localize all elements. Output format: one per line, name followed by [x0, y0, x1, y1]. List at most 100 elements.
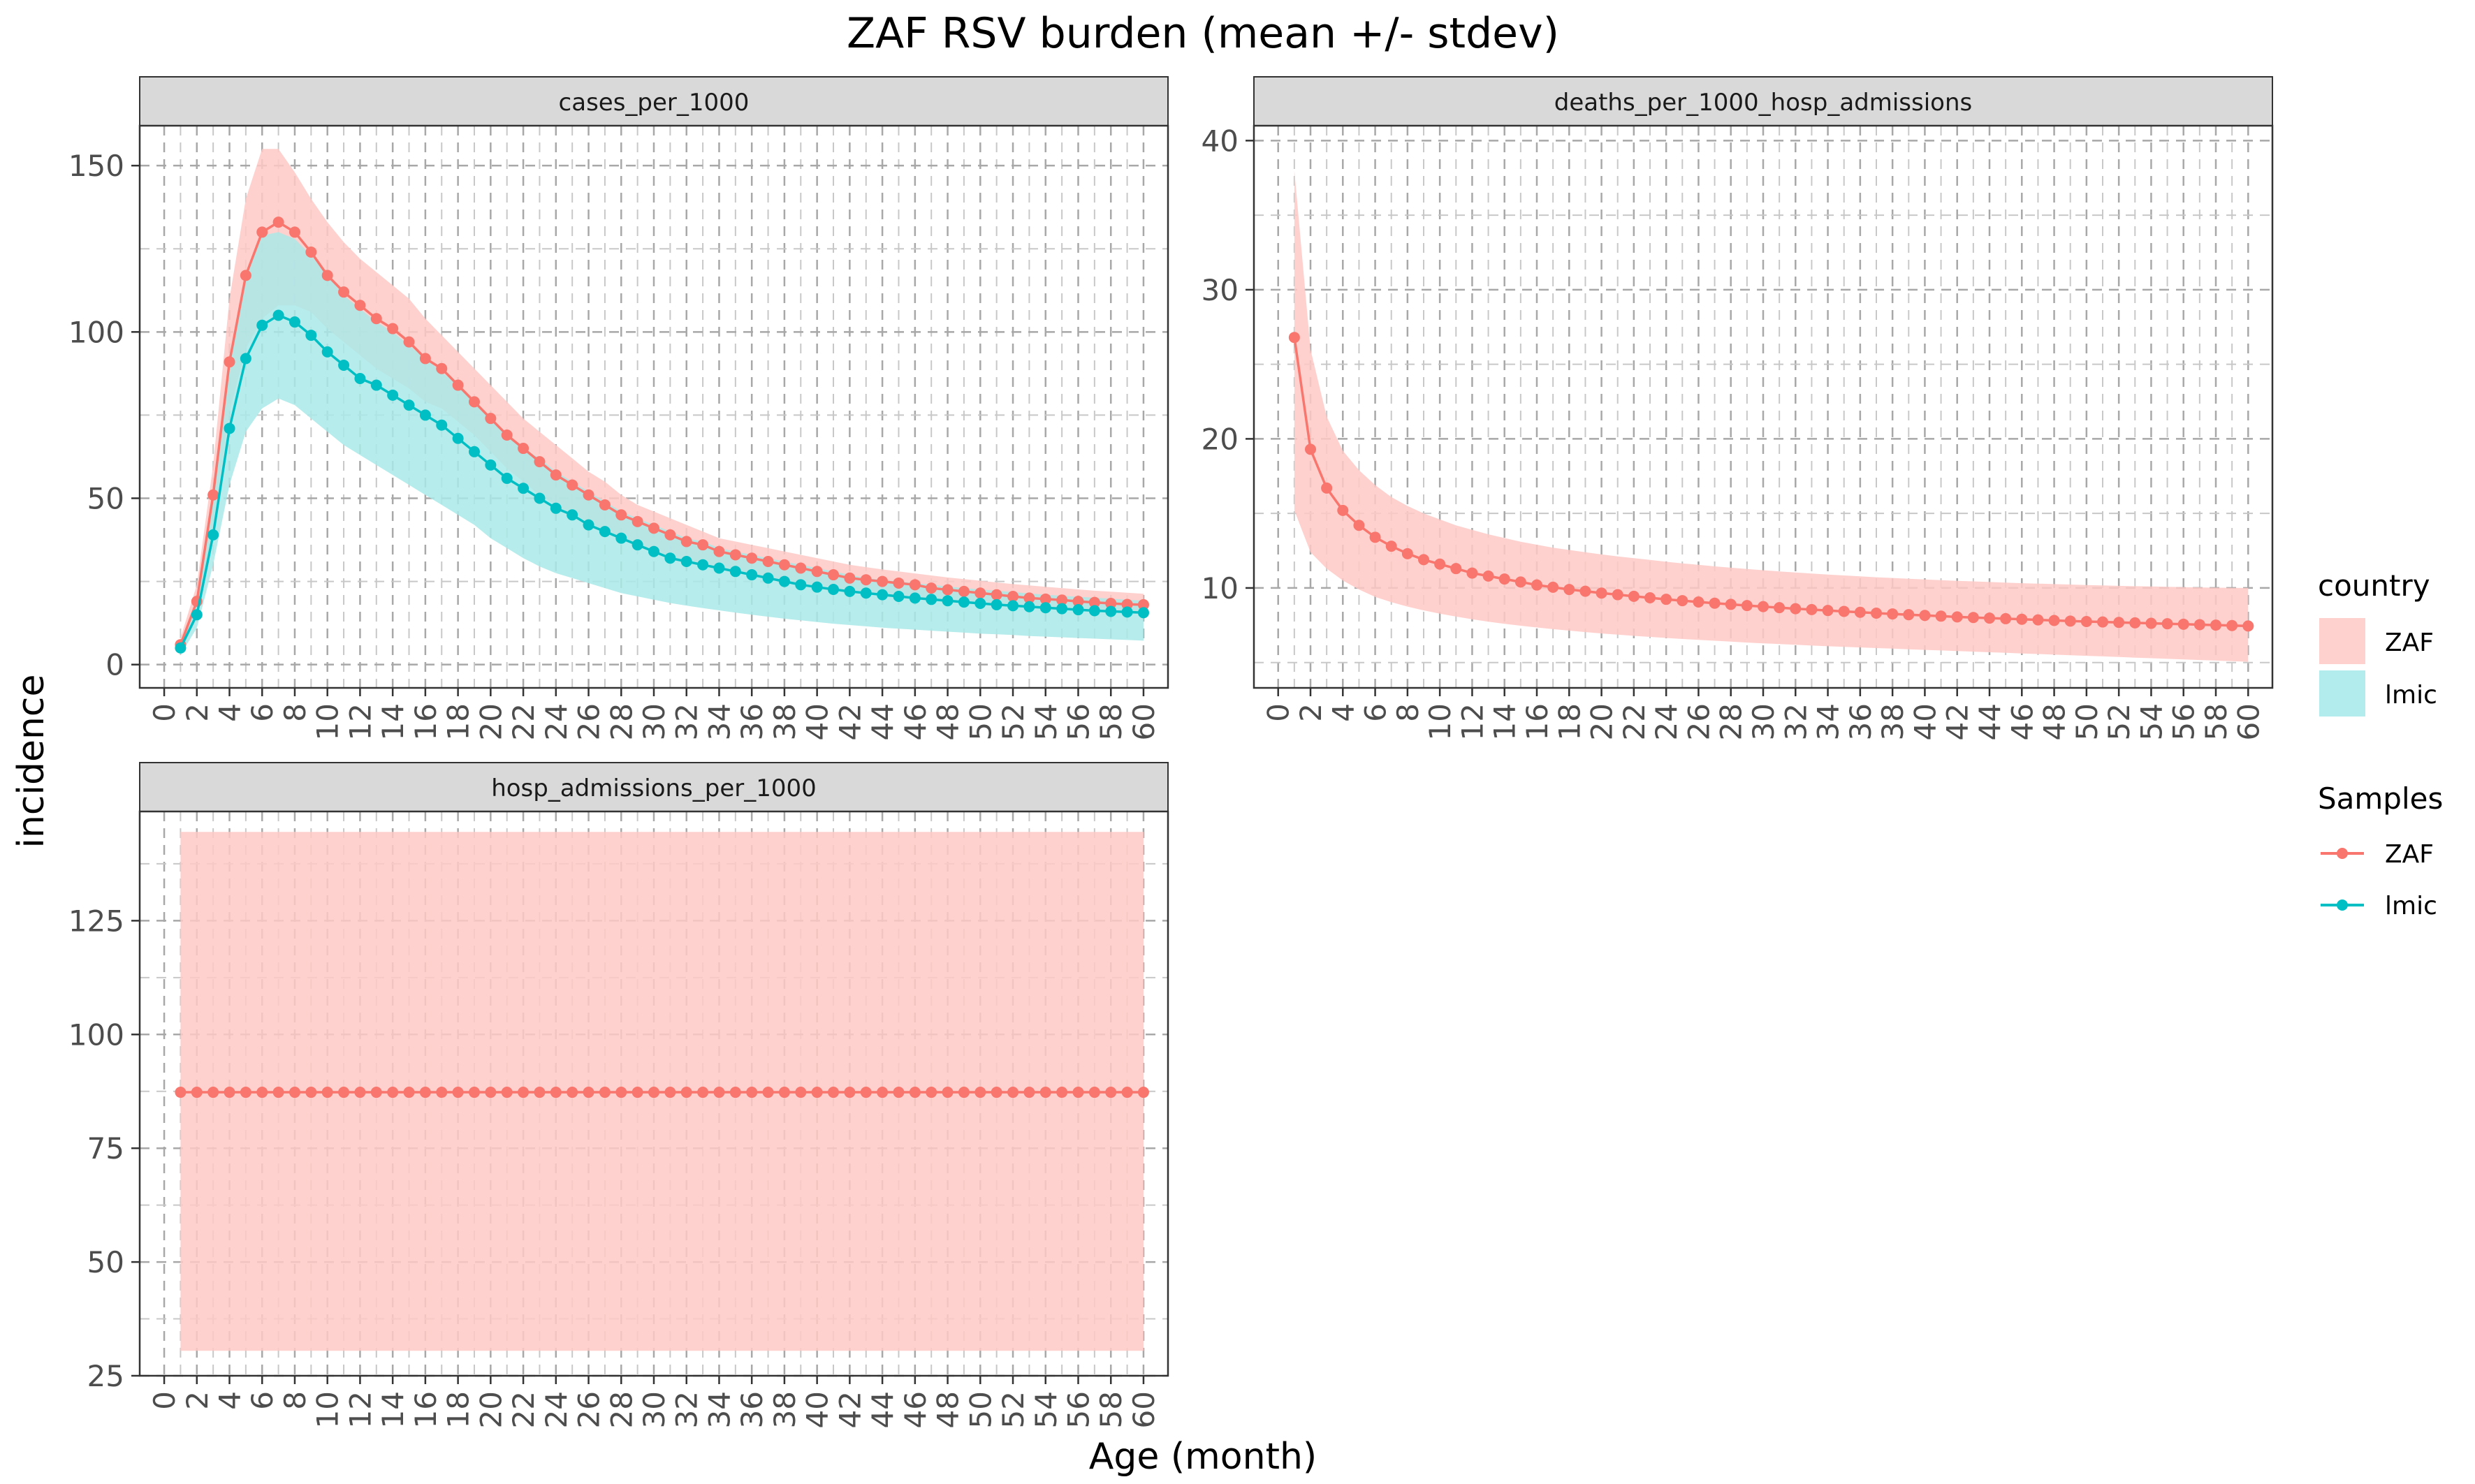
data-point-zaf	[583, 1087, 594, 1099]
x-tick-label: 24	[1649, 703, 1684, 740]
legend-fill-title: country	[2318, 568, 2430, 603]
x-tick-label: 8	[278, 1391, 312, 1410]
data-point-zaf	[942, 1087, 954, 1099]
data-point-lmic	[778, 575, 790, 587]
data-point-zaf	[1563, 584, 1575, 596]
data-point-lmic	[697, 559, 709, 571]
data-point-zaf	[1007, 1087, 1019, 1099]
data-point-lmic	[926, 594, 937, 605]
x-tick-label: 6	[245, 703, 279, 722]
data-point-lmic	[615, 532, 627, 544]
data-point-lmic	[321, 346, 333, 358]
data-point-lmic	[893, 591, 905, 603]
x-tick-label: 10	[311, 703, 345, 740]
data-point-lmic	[648, 545, 659, 557]
x-tick-label: 6	[245, 1391, 279, 1410]
data-point-zaf	[485, 413, 497, 425]
data-point-zaf	[713, 545, 725, 557]
data-point-zaf	[860, 1087, 872, 1099]
data-point-lmic	[828, 584, 840, 596]
x-tick-label: 48	[931, 703, 965, 740]
legend: country ZAF lmic Samples ZAF lmic	[2318, 568, 2443, 920]
x-tick-label: 44	[1973, 703, 2007, 740]
x-tick-label: 40	[801, 703, 835, 740]
data-point-zaf	[2145, 617, 2157, 629]
x-tick-label: 56	[1062, 1391, 1096, 1428]
facet-strip-label: deaths_per_1000_hosp_admissions	[1554, 89, 1973, 117]
data-point-zaf	[893, 577, 905, 589]
data-point-zaf	[1790, 603, 1802, 615]
data-point-zaf	[1725, 598, 1737, 610]
data-point-zaf	[877, 1087, 889, 1099]
x-tick-label: 46	[898, 1391, 933, 1428]
data-point-zaf	[697, 1087, 709, 1099]
data-point-zaf	[893, 1087, 905, 1099]
data-point-zaf	[1105, 1087, 1117, 1099]
data-point-zaf	[387, 323, 399, 335]
data-point-zaf	[1072, 596, 1084, 608]
data-point-zaf	[664, 529, 676, 541]
panel-hosp-admissions-per-1000: hosp_admissions_per_10002550751001250246…	[68, 762, 1169, 1428]
data-point-zaf	[909, 579, 921, 591]
x-tick-label: 4	[213, 703, 247, 722]
x-tick-label: 0	[147, 703, 182, 722]
data-point-zaf	[468, 396, 480, 408]
data-point-lmic	[191, 609, 203, 621]
data-point-zaf	[2210, 619, 2221, 631]
data-point-zaf	[860, 574, 872, 586]
y-tick-label: 100	[68, 315, 124, 349]
x-tick-label: 2	[180, 1391, 214, 1410]
data-point-zaf	[2161, 618, 2173, 630]
x-tick-label: 18	[1552, 703, 1586, 740]
x-tick-label: 48	[2038, 703, 2072, 740]
x-tick-label: 52	[996, 1391, 1030, 1428]
x-tick-label: 38	[768, 1391, 802, 1428]
data-point-zaf	[2080, 615, 2092, 627]
x-tick-label: 34	[1811, 703, 1846, 740]
x-tick-label: 22	[506, 1391, 541, 1428]
data-point-lmic	[485, 459, 497, 471]
data-point-zaf	[1288, 332, 1300, 344]
data-point-lmic	[387, 389, 399, 401]
y-tick-label: 10	[1202, 571, 1239, 605]
x-tick-label: 20	[474, 1391, 508, 1428]
data-point-zaf	[1007, 591, 1019, 603]
x-tick-label: 20	[1585, 703, 1619, 740]
data-point-zaf	[518, 443, 530, 455]
data-point-zaf	[615, 1087, 627, 1099]
data-point-lmic	[664, 552, 676, 564]
x-tick-label: 32	[1779, 703, 1813, 740]
data-point-zaf	[599, 1087, 611, 1099]
x-tick-label: 0	[1262, 703, 1296, 722]
data-point-zaf	[1612, 589, 1623, 601]
x-tick-label: 12	[343, 703, 377, 740]
x-tick-label: 16	[409, 1391, 443, 1428]
data-point-zaf	[305, 247, 317, 258]
x-tick-label: 56	[1062, 703, 1096, 740]
x-tick-label: 48	[931, 1391, 965, 1428]
data-point-lmic	[501, 472, 513, 484]
data-point-zaf	[1531, 579, 1542, 591]
x-tick-label: 14	[376, 1391, 410, 1428]
x-tick-label: 44	[866, 1391, 900, 1428]
x-tick-label: 28	[1714, 703, 1748, 740]
facet-strip	[1253, 76, 2273, 126]
data-point-zaf	[240, 270, 251, 281]
x-tick-label: 12	[343, 1391, 377, 1428]
x-tick-label: 30	[637, 1391, 671, 1428]
data-point-zaf	[615, 509, 627, 521]
y-tick-label: 100	[68, 1018, 124, 1052]
x-tick-label: 36	[735, 703, 769, 740]
data-point-zaf	[1121, 1087, 1133, 1099]
data-point-zaf	[648, 522, 659, 534]
data-point-lmic	[419, 409, 431, 421]
data-point-zaf	[1105, 598, 1117, 610]
data-point-zaf	[811, 566, 823, 578]
x-tick-label: 52	[996, 703, 1030, 740]
data-point-zaf	[436, 1087, 448, 1099]
data-point-lmic	[567, 509, 578, 521]
data-point-zaf	[762, 1087, 774, 1099]
x-tick-label: 32	[670, 703, 704, 740]
data-point-zaf	[1951, 611, 1963, 623]
data-point-zaf	[436, 362, 448, 374]
